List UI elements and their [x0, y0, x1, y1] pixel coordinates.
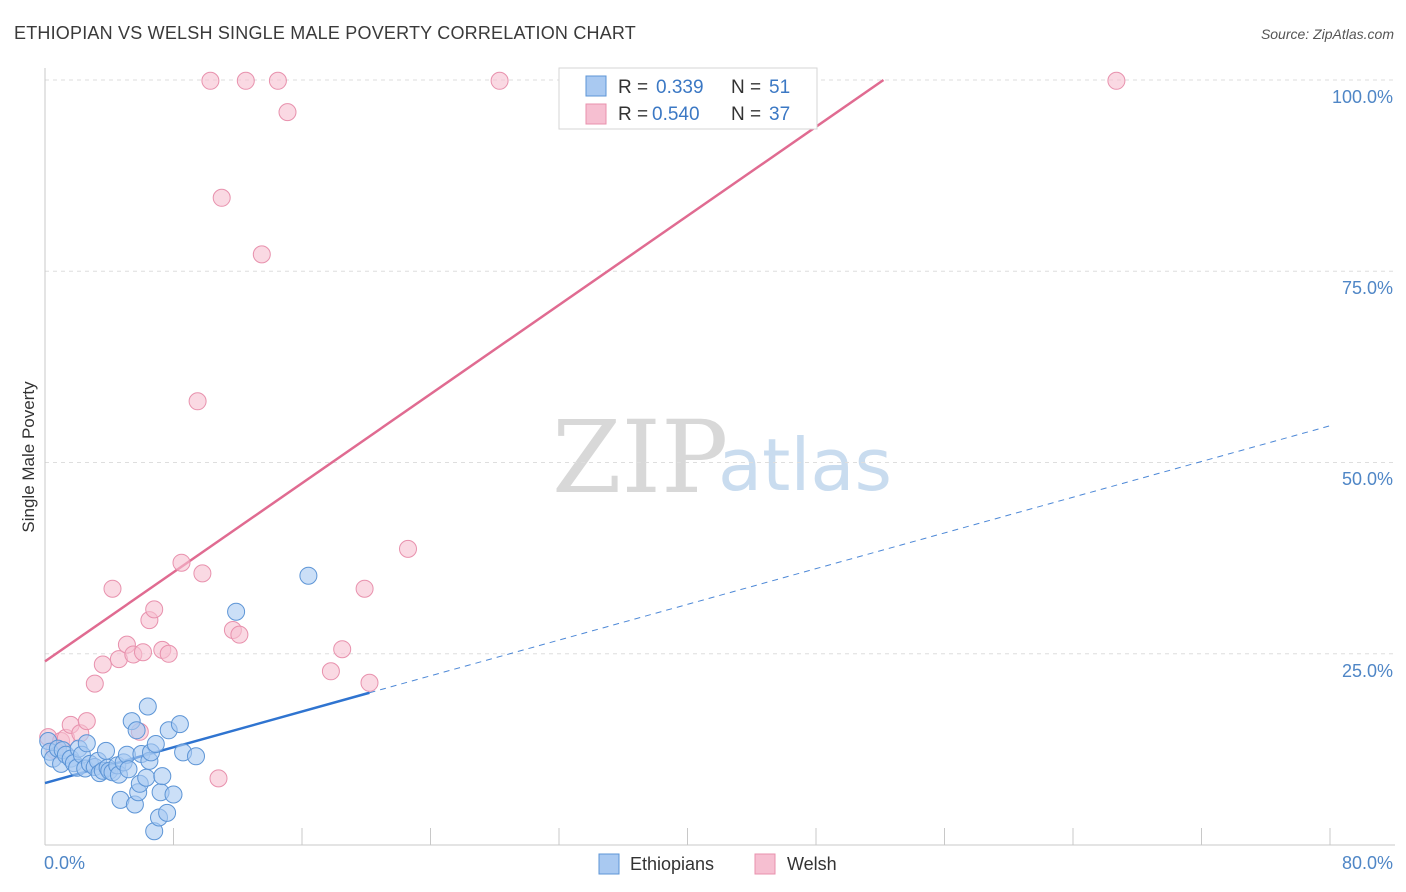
y-axis-label: Single Male Poverty: [19, 381, 38, 533]
point-ethiopians-36: [138, 697, 157, 716]
axes: [44, 68, 1395, 846]
point-welsh-24: [212, 188, 231, 207]
point-ethiopians-50: [227, 602, 246, 621]
point-welsh-7: [85, 674, 104, 693]
point-ethiopians-47: [170, 715, 189, 734]
point-welsh-28: [252, 245, 271, 264]
point-welsh-20: [188, 392, 207, 411]
bottom-legend: Ethiopians Welsh: [598, 853, 837, 875]
y-tick-labels: 25.0% 50.0% 75.0% 100.0%: [1332, 87, 1393, 681]
legend-r-value-welsh: 0.540: [652, 104, 700, 125]
watermark: ZIP atlas: [552, 399, 892, 516]
legend-n-value-ethiopians: 51: [769, 77, 790, 98]
legend-r-value-ethiopians: 0.339: [656, 77, 704, 98]
point-welsh-26: [230, 625, 249, 644]
point-ethiopians-51: [299, 566, 318, 585]
point-welsh-34: [360, 673, 379, 692]
point-welsh-14: [134, 643, 152, 662]
y-tick-label-100: 100.0%: [1332, 87, 1393, 107]
point-welsh-37: [1107, 71, 1126, 90]
legend-box: R = 0.339 N = 51 R = 0.540 N = 37: [558, 67, 818, 130]
point-welsh-21: [193, 564, 212, 583]
legend-swatch-welsh: [585, 103, 607, 125]
bottom-legend-label-ethiopians: Ethiopians: [630, 854, 714, 874]
legend-n-label-ethiopians: N =: [731, 77, 761, 98]
point-welsh-18: [159, 644, 178, 663]
point-welsh-23: [209, 769, 228, 788]
point-welsh-27: [236, 71, 255, 90]
point-welsh-16: [145, 600, 164, 619]
legend-r-label-welsh: R =: [618, 104, 648, 125]
point-ethiopians-43: [153, 767, 172, 786]
point-welsh-8: [93, 655, 112, 674]
trendline-ethiopians-extension: [369, 425, 1331, 694]
point-welsh-31: [321, 662, 340, 681]
bottom-legend-label-welsh: Welsh: [787, 854, 837, 874]
point-ethiopians-40: [146, 735, 165, 753]
legend-n-value-welsh: 37: [769, 104, 790, 125]
point-welsh-22: [201, 71, 220, 90]
point-ethiopians-44: [158, 803, 177, 822]
x-axis-ticks: [173, 828, 1331, 845]
y-tick-label-50: 50.0%: [1342, 469, 1393, 489]
trendline-welsh: [44, 78, 885, 663]
point-welsh-35: [399, 539, 417, 558]
point-ethiopians-46: [164, 785, 183, 804]
watermark-atlas: atlas: [718, 423, 892, 507]
point-welsh-36: [490, 71, 509, 90]
point-welsh-9: [103, 579, 122, 598]
point-welsh-29: [268, 71, 287, 90]
source-label: Source: ZipAtlas.com: [1261, 26, 1394, 42]
y-tick-label-25: 25.0%: [1342, 661, 1393, 681]
point-welsh-19: [172, 553, 191, 572]
point-ethiopians-31: [127, 721, 146, 740]
point-welsh-32: [333, 640, 352, 659]
legend-r-label-ethiopians: R =: [618, 77, 648, 98]
point-welsh-33: [355, 579, 374, 598]
point-ethiopians-19: [97, 741, 115, 760]
point-ethiopians-49: [187, 747, 205, 766]
point-ethiopians-35: [137, 768, 156, 787]
x-tick-label-max: 80.0%: [1342, 853, 1393, 873]
legend-swatch-ethiopians: [585, 75, 607, 97]
point-welsh-30: [278, 103, 297, 122]
legend-n-label-welsh: N =: [731, 104, 761, 125]
data-points: [39, 71, 1126, 841]
watermark-zip: ZIP: [552, 399, 728, 516]
bottom-legend-swatch-ethiopians: [598, 853, 620, 875]
point-ethiopians-13: [77, 734, 96, 753]
chart-title: ETHIOPIAN VS WELSH SINGLE MALE POVERTY C…: [14, 23, 636, 43]
bottom-legend-swatch-welsh: [754, 853, 776, 875]
point-ethiopians-28: [119, 760, 138, 779]
gridlines: [45, 79, 1395, 655]
y-tick-label-75: 75.0%: [1342, 278, 1393, 298]
point-welsh-6: [77, 712, 96, 731]
x-tick-label-min: 0.0%: [44, 853, 85, 873]
